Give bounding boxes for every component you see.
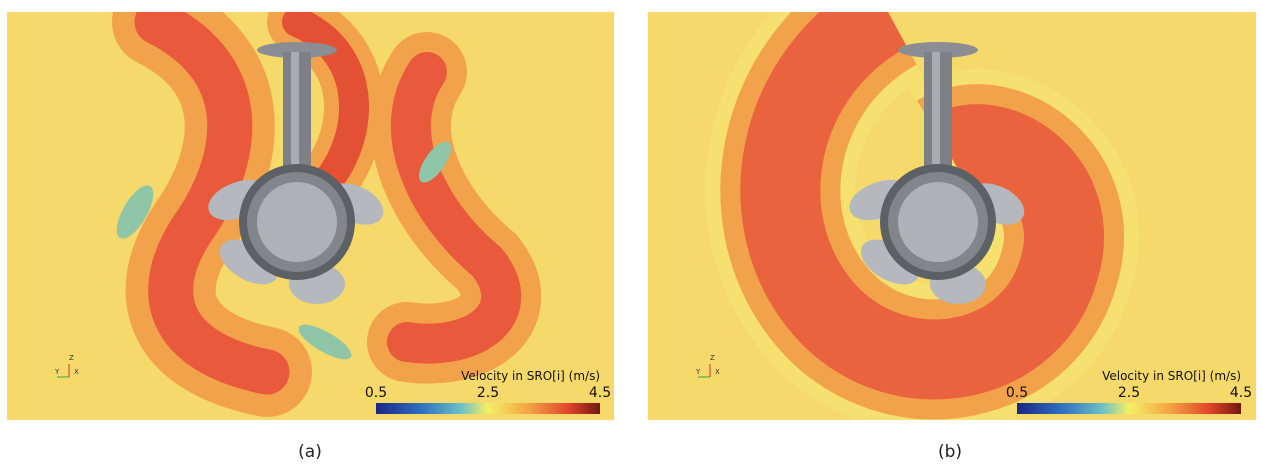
colorbar [376, 403, 600, 414]
colorbar-title: Velocity in SRO[i] (m/s) [1102, 369, 1241, 383]
colorbar-tick-label: 2.5 [1118, 385, 1140, 401]
panel-image: Y ZX Velocity in SRO[i] (m/s) 0.5 2.5 4.5 [648, 12, 1256, 420]
figure: YZXVelocity in SRO[i] (m/s)0.52.54.5 YZX… [0, 0, 1262, 464]
colorbar-tick-label: 0.5 [365, 385, 387, 401]
colorbar-tick-label: 4.5 [1230, 385, 1252, 401]
colorbar-tick-label: 0.5 [1006, 385, 1028, 401]
panel-image: Y ZX Velocity in SRO[i] (m/s) 0.5 2.5 4.5 [7, 12, 614, 420]
colorbar-title: Velocity in SRO[i] (m/s) [461, 369, 600, 383]
colorbar [1017, 403, 1241, 414]
axis-label: X [74, 368, 79, 376]
caption: (b) [920, 442, 980, 462]
colorbar-tick-label: 4.5 [589, 385, 611, 401]
axis-label: X [715, 368, 720, 376]
colorbar-tick-label: 2.5 [477, 385, 499, 401]
axis-label: Z [69, 354, 74, 362]
axis-label: Z [710, 354, 715, 362]
axis-label: Y [54, 368, 60, 376]
axis-label: Y [695, 368, 701, 376]
caption: (a) [280, 442, 340, 462]
